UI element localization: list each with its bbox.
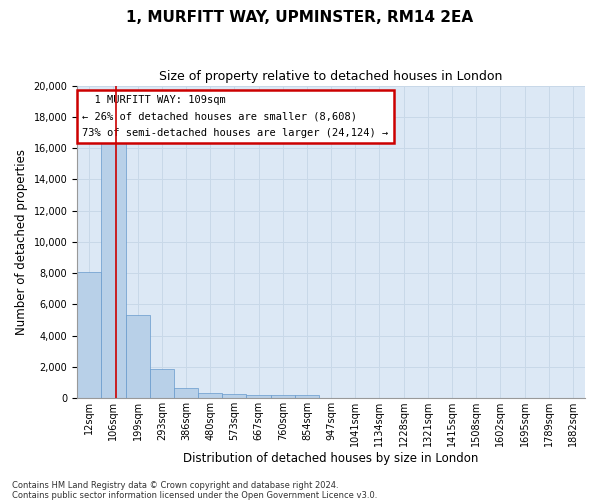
X-axis label: Distribution of detached houses by size in London: Distribution of detached houses by size …: [184, 452, 479, 465]
Bar: [222, 394, 247, 398]
Y-axis label: Number of detached properties: Number of detached properties: [15, 149, 28, 335]
Text: Contains HM Land Registry data © Crown copyright and database right 2024.: Contains HM Land Registry data © Crown c…: [12, 481, 338, 490]
Bar: [125, 316, 150, 398]
Text: Contains public sector information licensed under the Open Government Licence v3: Contains public sector information licen…: [12, 491, 377, 500]
Text: 1 MURFITT WAY: 109sqm
← 26% of detached houses are smaller (8,608)
73% of semi-d: 1 MURFITT WAY: 109sqm ← 26% of detached …: [82, 95, 388, 138]
Bar: [295, 395, 319, 398]
Bar: [150, 370, 174, 398]
Bar: [198, 392, 222, 398]
Bar: [77, 272, 101, 398]
Bar: [101, 138, 125, 398]
Text: 1, MURFITT WAY, UPMINSTER, RM14 2EA: 1, MURFITT WAY, UPMINSTER, RM14 2EA: [127, 10, 473, 25]
Bar: [174, 388, 198, 398]
Bar: [247, 395, 271, 398]
Title: Size of property relative to detached houses in London: Size of property relative to detached ho…: [160, 70, 503, 83]
Bar: [271, 395, 295, 398]
